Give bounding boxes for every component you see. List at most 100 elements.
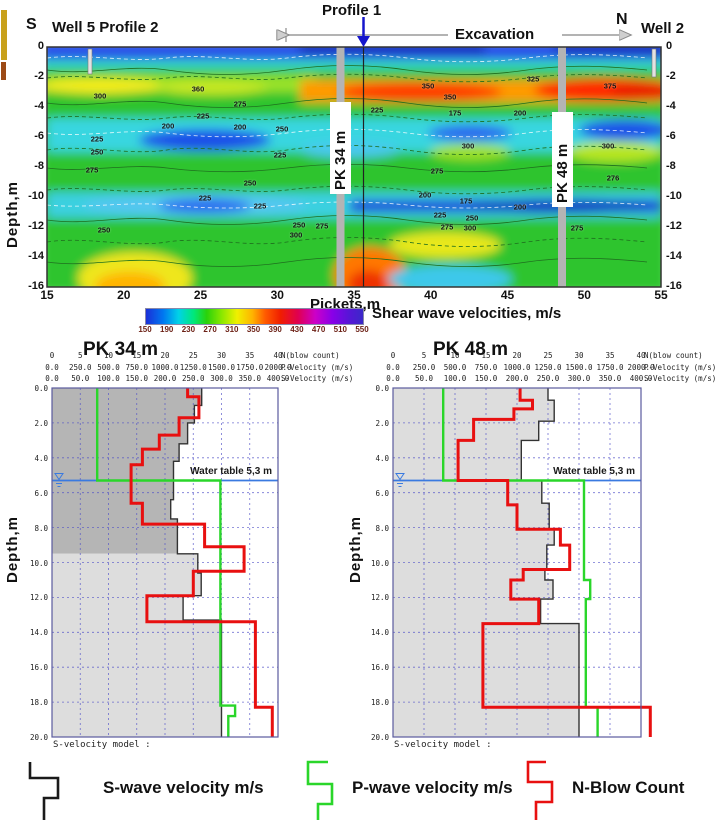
s-wave-legend-icon (28, 762, 60, 820)
pk34-axis-tick: 750.0 (125, 362, 149, 372)
pk48-bar-label: PK 48 m (554, 144, 571, 203)
scan-artifact (1, 10, 7, 60)
pk48-axis-tick: 1500.0 (565, 362, 593, 372)
pk34-model-fill (52, 553, 222, 737)
colorbar-tick: 310 (225, 325, 239, 334)
water-table-icon (395, 472, 405, 487)
pk34-title: PK 34 m (83, 339, 158, 360)
pk34-depth-tick: 20.0 (29, 733, 48, 742)
pk34-axis-tick: 0.0 (45, 374, 59, 383)
pk34-bar-label: PK 34 m (332, 131, 349, 190)
pk48-axis-tick: 5 (421, 351, 427, 360)
pk48-depth-tick: 0.0 (375, 384, 389, 393)
colorbar-tick: 390 (268, 325, 282, 334)
well2-bar (651, 48, 657, 78)
pk34-series (96, 388, 237, 737)
pk48-axis-tick: 40 (636, 351, 646, 360)
pk34-axis-tick: 100.0 (97, 374, 120, 383)
pk48-axis-tick: 0.0 (386, 362, 400, 372)
colorbar-title: Shear wave velocities, m/s (372, 305, 562, 322)
pk48-plot (392, 387, 652, 738)
pk34-axis-tick: 500.0 (97, 362, 120, 372)
pk34-label-box (330, 102, 351, 194)
pk34-axis-tick: 400.0 (266, 374, 290, 383)
pk34-axis-tick: 35 (245, 351, 255, 360)
pk48-footer: S-velocity model : (394, 740, 492, 750)
pk48-depth-tick: 2.0 (375, 418, 389, 428)
pk48-axis-tick: 1000.0 (503, 362, 531, 372)
pk48-axis-tick: 2000.0 (627, 362, 655, 372)
pk34-model-fill (52, 388, 202, 554)
well2-label: Well 2 (641, 20, 685, 37)
pk48-depth-tick: 20.0 (370, 733, 389, 742)
pk34-plot (51, 387, 279, 738)
p-wave-legend-label: P-wave velocity m/s (352, 778, 513, 797)
pk34-axis-tick: 250.0 (68, 362, 92, 372)
pk34-axis-tick: 350.0 (238, 374, 262, 383)
velocity-field (47, 47, 661, 287)
colorbar-tick: 270 (203, 325, 217, 334)
colorbar-tick: 150 (138, 325, 152, 334)
pk48-curves (392, 387, 652, 738)
pk48-axis-name: S-Velocity (m/s) (644, 374, 717, 383)
pk34-axis-tick: 1250.0 (179, 362, 207, 372)
pk48-depth-tick: 4.0 (375, 453, 389, 463)
pk48-depth-tick: 10.0 (370, 558, 389, 568)
legend: S-wave velocity m/s P-wave velocity m/s … (0, 758, 724, 824)
pk48-axis-tick: 30 (574, 351, 584, 360)
pk34-axis-tick: 5 (77, 351, 83, 360)
pk34-depth-tick: 10.0 (29, 558, 48, 568)
pk48-axis-tick: 750.0 (474, 362, 498, 372)
pk34-depth-tick: 2.0 (34, 418, 48, 428)
pk34-depth-tick: 12.0 (29, 593, 48, 603)
colorbar-tick: 550 (355, 325, 369, 334)
pk34-frame (51, 387, 279, 738)
s-wave-legend-label: S-wave velocity m/s (103, 778, 264, 797)
pk34-axis-tick: 30 (216, 351, 227, 360)
excavation-annotation (286, 28, 630, 42)
colorbar-tick: 190 (160, 325, 174, 334)
pk48-depth-tick: 12.0 (370, 593, 389, 603)
pk48-axis-tick: 0 (390, 351, 396, 360)
pk48-depth-tick: 8.0 (375, 523, 389, 533)
pk48-axis-tick: 1750.0 (596, 362, 624, 372)
pk48-axis-tick: 250.0 (536, 374, 560, 383)
seismic-section-canvas: PK 34 m PK 48 m (1, 10, 662, 288)
pk34-footer: S-velocity model : (53, 740, 151, 750)
pk48-axis-tick: 1250.0 (534, 362, 562, 372)
pk48-axis-tick: 400.0 (629, 374, 653, 383)
pk34-axis-tick: 40 (273, 351, 283, 360)
pk48-axis-tick: 0.0 (386, 374, 400, 383)
pk48-axis-name: P-Velocity (m/s) (644, 362, 717, 372)
pk48-axis-tick: 300.0 (567, 374, 591, 383)
pk34-depth-tick: 8.0 (34, 523, 48, 533)
pk34-depth-tick: 14.0 (29, 628, 48, 638)
colorbar-tick: 230 (181, 325, 196, 334)
north-label: N (616, 11, 628, 28)
pk34-axis-tick: 1750.0 (236, 362, 264, 372)
pk48-depth-tick: 6.0 (375, 488, 389, 498)
profile1-title: Profile 1 (322, 2, 382, 19)
pk48-axis-tick: 250.0 (412, 362, 436, 372)
pk34-depth-tick: 16.0 (29, 663, 48, 673)
pk34-axis-tick: 1500.0 (207, 362, 236, 372)
pk34-depth-tick: 0.0 (34, 384, 48, 393)
n-blow-legend-icon (526, 760, 554, 820)
pk48-axis-tick: 25 (543, 351, 553, 360)
pk48-axis-tick: 350.0 (598, 374, 622, 383)
pk34-axis-tick: 150.0 (125, 374, 149, 383)
pk34-axis-tick: 300.0 (210, 374, 233, 383)
south-label: S (26, 16, 37, 33)
pk48-depth-tick: 14.0 (370, 628, 389, 638)
well5-bar (87, 48, 93, 75)
velocity-colorbar (145, 308, 364, 325)
section-ylabel: Depth,m (4, 181, 21, 248)
pk48-frame (392, 387, 642, 738)
pk48-axis-tick: 35 (605, 351, 615, 360)
pk34-series (129, 388, 274, 737)
pk34-depth-tick: 6.0 (34, 488, 48, 498)
pk34-axis-tick: 10 (103, 351, 114, 360)
pk48-axis-tick: 500.0 (443, 362, 467, 372)
pk48-axis-tick: 100.0 (443, 374, 467, 383)
pk48-axis-tick: 15 (481, 351, 491, 360)
